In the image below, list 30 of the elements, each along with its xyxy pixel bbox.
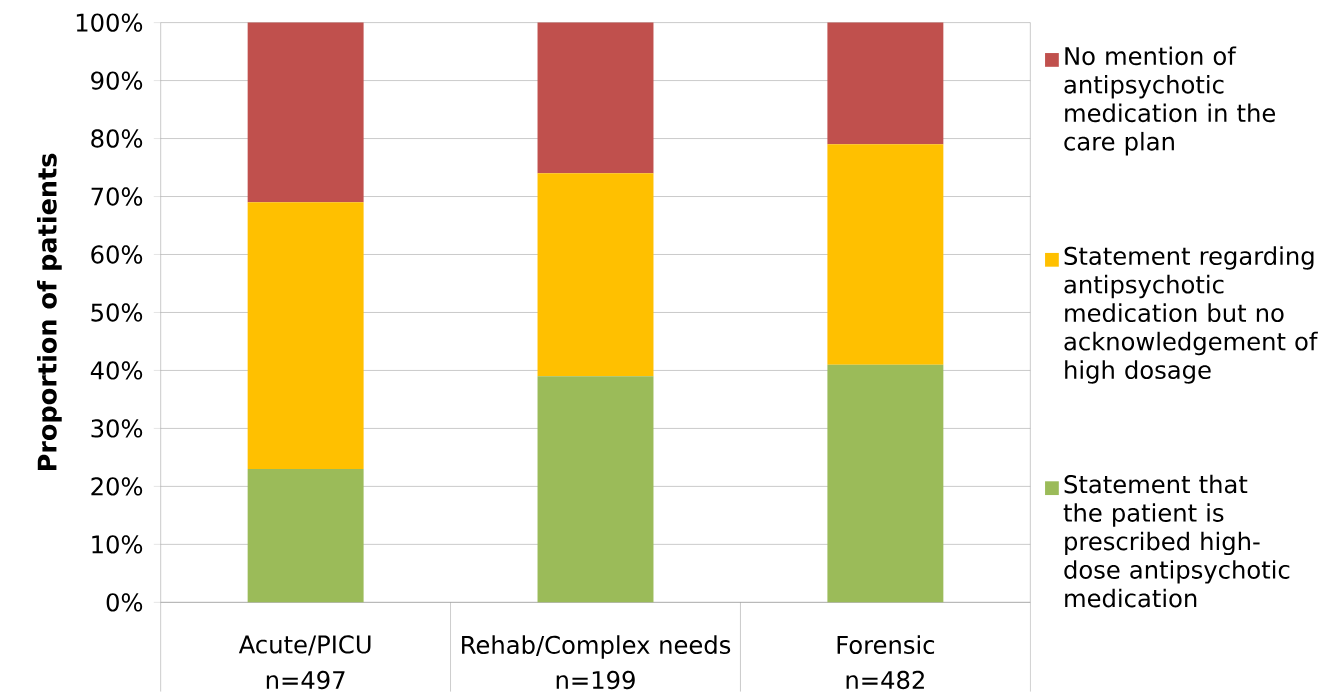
bar [827,144,944,365]
y-tick-label: 90% [91,71,143,90]
y-tick-label: 30% [91,419,143,438]
bar [537,173,654,377]
text: n=482 [846,670,924,690]
y-tick-label: 0% [106,593,143,612]
x-tick-label: Forensic [837,635,935,655]
y-tick-label: 40% [90,361,143,380]
legend-label: No mention of antipsychotic medication in the care plan [1064,46,1276,156]
y-tick-label: 50% [91,303,143,322]
bar [827,364,944,603]
bar [247,22,364,203]
y-tick-label: 70% [91,187,143,206]
text: n=199 [556,670,635,690]
y-tick-label: 10% [92,535,143,554]
legend-label: Statement that the patient is prescribed high-dose antipsychotic medication [1063,474,1290,608]
y-tick-label: 20% [91,477,143,496]
y-axis-title: Proportion of patients [37,153,62,471]
bar [537,22,654,174]
bar [247,469,364,603]
legend-label: Statement regarding antipsychotic medication but no acknowledgement of high dosage [1064,246,1318,384]
y-tick-label: 80% [91,129,143,148]
y-tick-label: 100% [76,13,143,32]
x-tick-label: Acute/PICU [238,635,371,656]
bar [537,376,654,603]
y-tick-label: 60% [91,245,143,264]
text: n=497 [266,670,345,690]
x-tick-label: Rehab/Complex needs [462,635,731,659]
bar [247,202,364,470]
bar [827,22,944,145]
